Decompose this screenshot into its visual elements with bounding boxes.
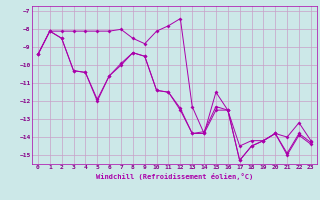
X-axis label: Windchill (Refroidissement éolien,°C): Windchill (Refroidissement éolien,°C) <box>96 173 253 180</box>
